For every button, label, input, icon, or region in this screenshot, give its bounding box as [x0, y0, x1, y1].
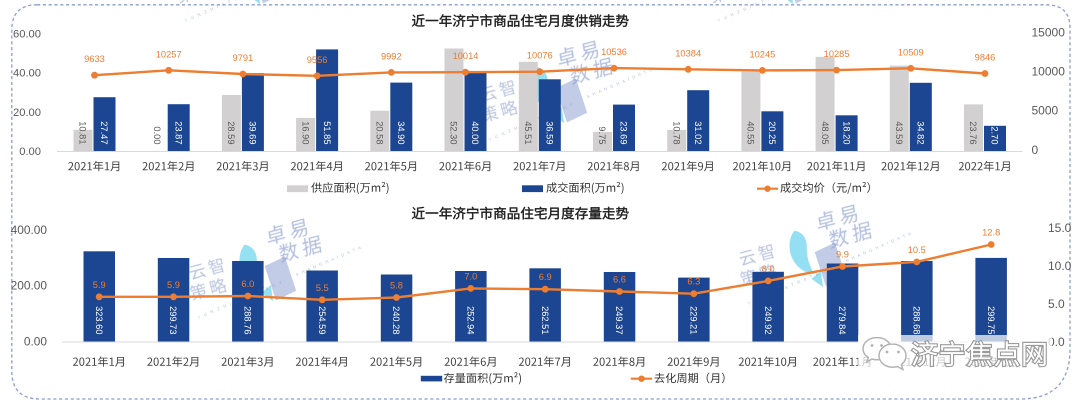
svg-text:240.28: 240.28	[391, 306, 401, 334]
svg-text:400.00: 400.00	[11, 223, 48, 237]
svg-text:10257: 10257	[156, 49, 182, 59]
svg-text:9633: 9633	[84, 54, 105, 64]
svg-text:7.0: 7.0	[464, 271, 477, 281]
svg-text:262.51: 262.51	[540, 306, 550, 334]
svg-text:10536: 10536	[601, 47, 627, 57]
svg-text:9992: 9992	[381, 51, 402, 61]
svg-text:0.00: 0.00	[19, 146, 41, 158]
svg-text:0: 0	[1032, 143, 1039, 157]
svg-text:10076: 10076	[527, 51, 553, 61]
svg-text:16.90: 16.90	[300, 121, 310, 144]
svg-text:249.92: 249.92	[763, 306, 773, 334]
svg-text:200.00: 200.00	[11, 278, 48, 292]
svg-text:52.30: 52.30	[449, 121, 459, 144]
svg-text:23.76: 23.76	[968, 121, 978, 144]
svg-text:20.25: 20.25	[767, 121, 777, 144]
svg-text:6.3: 6.3	[687, 277, 700, 287]
svg-text:299.75: 299.75	[986, 306, 996, 334]
svg-text:10.5: 10.5	[908, 245, 926, 255]
svg-text:288.68: 288.68	[912, 306, 922, 334]
svg-text:10384: 10384	[675, 48, 701, 58]
svg-text:0.00: 0.00	[24, 335, 48, 349]
svg-text:40.00: 40.00	[470, 121, 480, 144]
svg-text:9846: 9846	[975, 53, 996, 63]
svg-text:10.81: 10.81	[78, 121, 88, 144]
svg-text:34.82: 34.82	[916, 121, 926, 144]
svg-text:10000: 10000	[1032, 65, 1066, 79]
svg-text:15.0: 15.0	[1048, 221, 1072, 235]
svg-text:10.78: 10.78	[671, 121, 681, 144]
svg-text:36.59: 36.59	[545, 121, 555, 144]
svg-text:10509: 10509	[898, 47, 924, 57]
svg-text:249.37: 249.37	[614, 306, 624, 334]
svg-text:5.8: 5.8	[390, 281, 403, 291]
svg-text:8.0: 8.0	[762, 264, 775, 274]
svg-text:31.02: 31.02	[693, 121, 703, 144]
svg-text:60.00: 60.00	[13, 28, 41, 40]
svg-text:43.59: 43.59	[894, 121, 904, 144]
svg-text:20.58: 20.58	[375, 121, 385, 144]
svg-text:40.55: 40.55	[746, 121, 756, 144]
svg-text:2.70: 2.70	[990, 126, 1000, 144]
svg-text:279.84: 279.84	[837, 306, 847, 334]
svg-text:299.73: 299.73	[168, 306, 178, 334]
svg-text:288.76: 288.76	[243, 306, 253, 334]
svg-text:323.60: 323.60	[94, 306, 104, 334]
svg-text:5.9: 5.9	[93, 280, 106, 290]
svg-text:45.51: 45.51	[523, 121, 533, 144]
svg-text:10.0: 10.0	[1048, 259, 1072, 273]
svg-text:10245: 10245	[749, 49, 775, 59]
svg-text:48.05: 48.05	[820, 121, 830, 144]
svg-text:40.00: 40.00	[13, 68, 41, 80]
svg-text:23.87: 23.87	[173, 121, 183, 144]
svg-text:39.69: 39.69	[248, 121, 258, 144]
svg-text:10014: 10014	[453, 51, 479, 61]
svg-text:27.47: 27.47	[99, 121, 109, 144]
svg-text:28.59: 28.59	[226, 121, 236, 144]
svg-text:9556: 9556	[307, 55, 328, 65]
svg-text:9791: 9791	[233, 53, 254, 63]
svg-text:0.0: 0.0	[1048, 335, 1065, 349]
svg-text:5.5: 5.5	[316, 283, 329, 293]
svg-text:12.8: 12.8	[982, 228, 1000, 238]
svg-text:34.90: 34.90	[396, 121, 406, 144]
svg-text:229.21: 229.21	[689, 306, 699, 334]
svg-text:51.85: 51.85	[322, 121, 332, 144]
svg-text:9.75: 9.75	[597, 126, 607, 144]
svg-text:23.69: 23.69	[619, 121, 629, 144]
svg-text:20.00: 20.00	[13, 107, 41, 119]
svg-text:6.9: 6.9	[539, 272, 552, 282]
svg-text:15000: 15000	[1032, 25, 1066, 39]
svg-text:9.9: 9.9	[836, 250, 849, 260]
svg-text:5.0: 5.0	[1048, 297, 1065, 311]
svg-text:254.59: 254.59	[317, 306, 327, 334]
svg-text:5.9: 5.9	[167, 280, 180, 290]
svg-text:6.6: 6.6	[613, 275, 626, 285]
svg-text:10285: 10285	[824, 49, 850, 59]
svg-text:5000: 5000	[1032, 104, 1059, 118]
svg-text:0.00: 0.00	[152, 126, 162, 144]
svg-text:6.0: 6.0	[241, 279, 254, 289]
svg-text:252.94: 252.94	[466, 306, 476, 334]
svg-text:18.20: 18.20	[841, 121, 851, 144]
